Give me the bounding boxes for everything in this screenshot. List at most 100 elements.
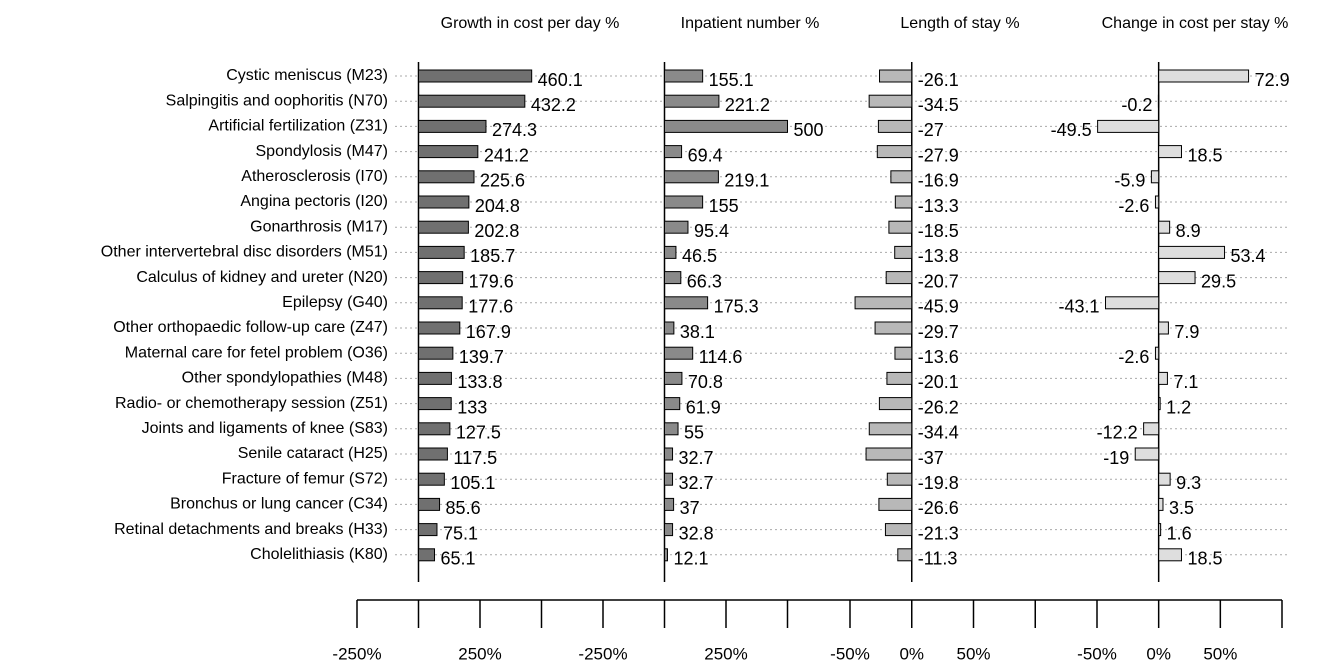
- bar: [664, 548, 668, 562]
- panel-title: Length of stay %: [900, 15, 1019, 32]
- value-label: -34.5: [918, 95, 959, 115]
- value-label: -26.6: [918, 498, 959, 518]
- panel-title: Growth in cost per day %: [441, 15, 620, 32]
- bar: [418, 371, 452, 385]
- x-tick-label: -250%: [332, 644, 381, 663]
- bar: [1158, 245, 1226, 259]
- value-label: 69.4: [688, 145, 723, 165]
- value-label: 7.1: [1173, 372, 1198, 392]
- value-label: -37: [918, 448, 944, 468]
- value-label: 225.6: [480, 171, 525, 191]
- bar: [418, 447, 448, 461]
- value-label: -19: [1103, 448, 1129, 468]
- bar: [418, 296, 463, 310]
- bar: [868, 94, 913, 108]
- panel-title: Change in cost per stay %: [1102, 15, 1289, 32]
- bar: [894, 346, 913, 360]
- category-label: Cholelithiasis (K80): [250, 546, 388, 563]
- bar: [877, 119, 913, 133]
- value-label: 72.9: [1255, 70, 1290, 90]
- category-label: Fracture of femur (S72): [222, 470, 388, 487]
- value-label: 32.7: [679, 473, 714, 493]
- bar: [664, 472, 674, 486]
- value-label: 46.5: [682, 246, 717, 266]
- bar: [664, 94, 720, 108]
- value-label: 18.5: [1187, 145, 1222, 165]
- value-label: 241.2: [484, 145, 529, 165]
- category-label: Cystic meniscus (M23): [226, 67, 388, 84]
- bar: [1150, 170, 1160, 184]
- bar: [885, 271, 913, 285]
- bar: [1158, 321, 1169, 335]
- bar: [418, 145, 479, 159]
- bar: [1134, 447, 1160, 461]
- bar: [1154, 346, 1160, 360]
- x-tick-label: -50%: [830, 644, 870, 663]
- value-label: 1.2: [1166, 397, 1191, 417]
- value-label: -45.9: [918, 297, 959, 317]
- category-label: Maternal care for fetel problem (O36): [125, 344, 388, 361]
- value-label: 155.1: [709, 70, 754, 90]
- category-label: Angina pectoris (I20): [240, 193, 388, 210]
- value-label: 32.7: [679, 448, 714, 468]
- category-label: Joints and ligaments of knee (S83): [142, 420, 388, 437]
- value-label: -29.7: [918, 322, 959, 342]
- value-label: -13.8: [918, 246, 959, 266]
- value-label: 202.8: [474, 221, 519, 241]
- value-label: 127.5: [456, 423, 501, 443]
- x-tick-label: 50%: [1203, 644, 1237, 663]
- bar: [1158, 371, 1168, 385]
- bar: [418, 69, 533, 83]
- panel-title: Inpatient number %: [681, 15, 820, 32]
- bar: [664, 69, 704, 83]
- x-tick-label: 250%: [704, 644, 747, 663]
- value-label: 75.1: [443, 523, 478, 543]
- value-label: -5.9: [1114, 171, 1145, 191]
- value-label: -34.4: [918, 423, 959, 443]
- bar: [664, 195, 704, 209]
- category-label: Retinal detachments and breaks (H33): [114, 521, 388, 538]
- value-label: -13.6: [918, 347, 959, 367]
- value-label: 65.1: [441, 549, 476, 569]
- value-label: -19.8: [918, 473, 959, 493]
- bar: [1158, 523, 1162, 537]
- value-label: -11.3: [918, 549, 958, 569]
- category-label: Other intervertebral disc disorders (M51…: [101, 244, 388, 261]
- category-label: Senile cataract (H25): [238, 445, 388, 462]
- bar: [865, 447, 913, 461]
- bar: [418, 245, 465, 259]
- category-label: Epilepsy (G40): [282, 294, 388, 311]
- bar: [418, 397, 452, 411]
- bar: [418, 220, 469, 234]
- bar: [1158, 472, 1171, 486]
- bar: [897, 548, 913, 562]
- bar: [418, 321, 461, 335]
- bar: [1158, 497, 1164, 511]
- value-label: 175.3: [714, 297, 759, 317]
- bar: [894, 195, 913, 209]
- category-label: Other spondylopathies (M48): [182, 370, 388, 387]
- bar: [664, 346, 694, 360]
- bar: [418, 523, 438, 537]
- value-label: -2.6: [1118, 347, 1149, 367]
- value-label: 179.6: [469, 271, 514, 291]
- x-tick-label: -250%: [578, 644, 627, 663]
- bar: [418, 472, 445, 486]
- category-label: Artificial fertilization (Z31): [208, 118, 388, 135]
- value-label: -12.2: [1097, 423, 1138, 443]
- value-label: 177.6: [468, 297, 513, 317]
- value-label: -2.6: [1118, 196, 1149, 216]
- value-label: 12.1: [673, 549, 708, 569]
- bar: [664, 220, 689, 234]
- bar: [1158, 548, 1182, 562]
- bar: [664, 397, 681, 411]
- bar: [664, 170, 719, 184]
- bar: [888, 220, 913, 234]
- category-label: Other orthopaedic follow-up care (Z47): [113, 319, 388, 336]
- value-label: -27: [918, 120, 944, 140]
- value-label: 32.8: [679, 523, 714, 543]
- value-label: 500: [794, 120, 824, 140]
- value-label: 133.8: [457, 372, 502, 392]
- value-label: 460.1: [538, 70, 583, 90]
